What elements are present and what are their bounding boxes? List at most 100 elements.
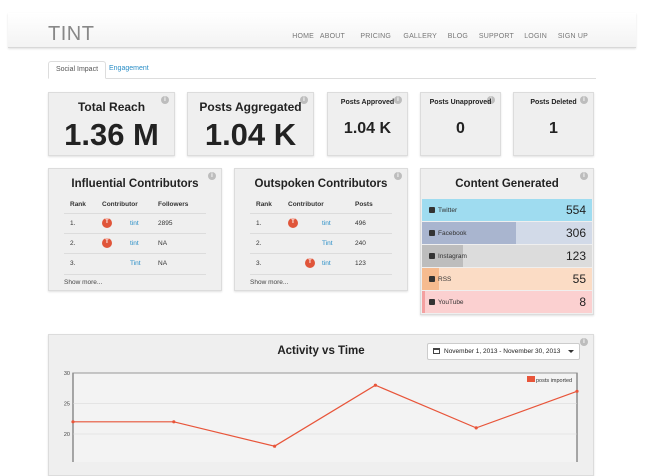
posts-cell: 496	[355, 220, 366, 227]
posts-approved-value: 1.04 K	[343, 120, 392, 137]
top-navbar: TINT HOME ABOUT PRICING GALLERY BLOG SUP…	[8, 13, 636, 48]
content-label: RSS	[438, 276, 452, 283]
info-icon[interactable]: i	[161, 96, 169, 104]
legend-label: posts imported	[536, 378, 572, 384]
info-icon[interactable]: i	[394, 172, 402, 180]
activity-chart: 30 25 20 posts imported	[64, 371, 579, 462]
y-tick-label: 20	[64, 432, 70, 438]
table-row: 2. tint NA	[64, 233, 206, 254]
rank-cell: 1.	[70, 220, 76, 227]
nav-about[interactable]: ABOUT	[319, 33, 345, 40]
plot-area	[72, 372, 578, 462]
posts-deleted-card: i Posts Deleted 1	[513, 92, 594, 156]
content-label: Instagram	[438, 253, 467, 260]
content-label: YouTube	[438, 299, 464, 306]
content-generated-card: i Content Generated Twitter 554 Facebook 30…	[420, 168, 594, 315]
content-label: Twitter	[438, 207, 458, 214]
nav-login[interactable]: LOGIN	[524, 33, 547, 40]
twitter-icon	[429, 207, 435, 213]
avatar[interactable]	[102, 218, 112, 228]
show-more-link[interactable]: Show more...	[250, 279, 289, 286]
table-row: 1. tint 496	[250, 213, 392, 234]
rank-cell: 3.	[70, 260, 76, 267]
rank-cell: 3.	[256, 260, 262, 267]
data-point[interactable]	[474, 426, 478, 430]
facebook-icon	[429, 230, 435, 236]
content-value: 123	[565, 249, 586, 263]
contributor-link[interactable]: Tint	[322, 240, 333, 247]
date-range-text: November 1, 2013 - November 30, 2013	[444, 348, 561, 355]
rank-cell: 2.	[70, 240, 76, 247]
table-row: 3. tint 123	[250, 253, 392, 275]
posts-cell: 240	[355, 240, 366, 247]
nav-home[interactable]: HOME	[292, 33, 314, 40]
posts-aggregated-card: i Posts Aggregated 1.04 K	[187, 92, 314, 156]
tab-social-impact[interactable]: Social Impact	[48, 61, 107, 79]
avatar[interactable]	[305, 258, 315, 268]
nav-pricing[interactable]: PRICING	[360, 33, 391, 40]
column-header-rank: Rank	[256, 201, 272, 208]
content-row-twitter: Twitter 554	[422, 199, 592, 221]
contributor-link[interactable]: Tint	[130, 260, 141, 267]
content-label: Facebook	[438, 230, 467, 237]
data-point[interactable]	[373, 383, 377, 387]
rank-cell: 2.	[256, 240, 262, 247]
nav-gallery[interactable]: GALLERY	[403, 33, 437, 40]
info-icon[interactable]: i	[487, 96, 495, 104]
outspoken-contributors-title: Outspoken Contributors	[254, 178, 388, 190]
posts-unapproved-title: Posts Unapproved	[429, 99, 492, 106]
content-bar-fill	[422, 291, 425, 313]
rank-cell: 1.	[256, 220, 262, 227]
avatar[interactable]	[288, 218, 298, 228]
content-row-facebook: Facebook 306	[422, 222, 592, 244]
youtube-icon	[429, 299, 435, 305]
nav-blog[interactable]: BLOG	[447, 33, 468, 40]
posts-cell: 123	[355, 260, 366, 267]
info-icon[interactable]: i	[580, 338, 588, 346]
total-reach-title: Total Reach	[77, 100, 146, 114]
content-value: 554	[565, 203, 586, 217]
outspoken-contributors-card: i Outspoken Contributors Rank Contributo…	[234, 168, 408, 291]
caret-down-icon	[568, 350, 574, 353]
contributor-link[interactable]: tint	[322, 220, 331, 227]
table-row: 2. Tint 240	[250, 233, 392, 254]
nav-support[interactable]: SUPPORT	[478, 33, 514, 40]
data-point[interactable]	[575, 389, 579, 393]
date-range-picker[interactable]: November 1, 2013 - November 30, 2013	[427, 343, 580, 360]
tint-logo[interactable]: TINT	[48, 23, 95, 45]
posts-deleted-value: 1	[549, 120, 558, 137]
data-point[interactable]	[273, 444, 277, 448]
contributor-link[interactable]: tint	[322, 260, 331, 267]
tab-engagement[interactable]: Engagement	[109, 65, 149, 72]
series-line-posts-imported	[73, 384, 578, 447]
info-icon[interactable]: i	[580, 96, 588, 104]
contributor-link[interactable]: tint	[130, 240, 139, 247]
content-value: 306	[565, 226, 586, 240]
info-icon[interactable]: i	[300, 96, 308, 104]
content-row-youtube: YouTube 8	[422, 291, 592, 313]
avatar[interactable]	[102, 238, 112, 248]
info-icon[interactable]: i	[580, 172, 588, 180]
nav-sign-up[interactable]: SIGN UP	[557, 33, 588, 40]
dashboard-tabs: Social Impact Engagement	[48, 61, 596, 79]
contributor-link[interactable]: tint	[130, 220, 139, 227]
posts-aggregated-value: 1.04 K	[204, 117, 297, 152]
posts-approved-title: Posts Approved	[340, 99, 395, 106]
info-icon[interactable]: i	[394, 96, 402, 104]
content-bar-fill	[422, 199, 592, 221]
data-point[interactable]	[71, 420, 75, 424]
info-icon[interactable]: i	[208, 172, 216, 180]
influential-contributors-title: Influential Contributors	[71, 178, 199, 190]
posts-aggregated-title: Posts Aggregated	[199, 100, 302, 114]
content-value: 55	[572, 272, 586, 286]
y-tick-label: 30	[64, 371, 70, 377]
rss-icon	[429, 276, 435, 282]
show-more-link[interactable]: Show more...	[64, 279, 103, 286]
instagram-icon	[429, 253, 435, 259]
content-bar-fill	[422, 222, 516, 244]
posts-unapproved-value: 0	[456, 120, 465, 137]
data-point[interactable]	[172, 420, 176, 424]
posts-unapproved-card: i Posts Unapproved 0	[420, 92, 501, 156]
column-header-posts: Posts	[355, 201, 373, 208]
table-row: 3. Tint NA	[64, 253, 206, 275]
